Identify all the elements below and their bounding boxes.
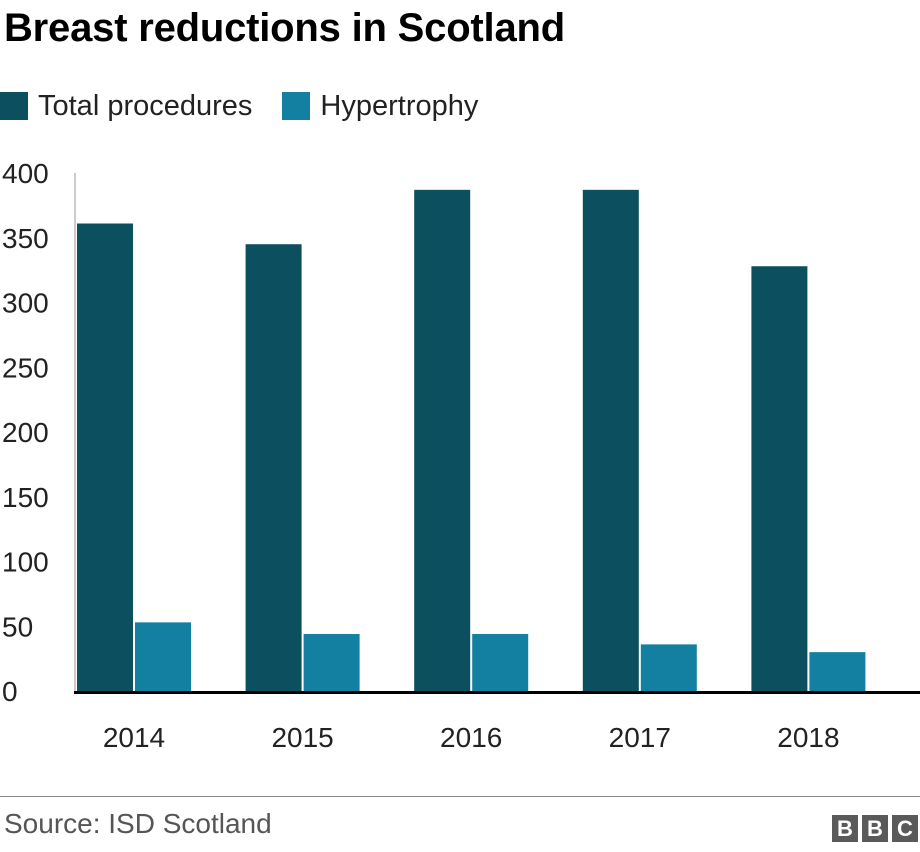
footer-divider [0,796,920,797]
y-tick-label: 100 [2,547,49,578]
x-tick-label: 2014 [103,722,165,753]
legend-label-hypertrophy: Hypertrophy [320,89,479,122]
legend-swatch-total-procedures [0,92,28,120]
chart-title: Breast reductions in Scotland [4,6,565,50]
bars [77,189,866,691]
bbc-logo-letter: C [892,815,918,842]
x-tick-label: 2016 [440,722,502,753]
bar-hypertrophy-2016 [472,634,529,691]
source-note: Source: ISD Scotland [4,808,272,839]
y-tick-label: 150 [2,482,49,513]
bar-hypertrophy-2014 [135,622,191,691]
bbc-logo-letter: B [832,815,858,842]
y-axis-ticks: 0 50 100 150 200 250 300 350 400 [2,158,49,707]
bar-hypertrophy-2018 [809,652,866,691]
x-axis-ticks: 2014 2015 2016 2017 2018 [103,722,840,753]
y-tick-label: 400 [2,158,49,189]
bbc-logo: B B C [828,815,918,842]
bar-total-procedures-2016 [414,189,471,691]
legend-item-total-procedures: Total procedures [0,90,252,123]
bar-hypertrophy-2017 [640,644,697,691]
x-tick-label: 2015 [271,722,333,753]
legend-swatch-hypertrophy [282,92,311,120]
y-tick-label: 250 [2,352,49,383]
y-tick-label: 50 [2,611,33,642]
x-tick-label: 2018 [777,722,839,753]
legend-label-total-procedures: Total procedures [38,89,253,122]
y-tick-label: 0 [2,676,18,707]
y-tick-label: 350 [2,223,49,254]
bar-hypertrophy-2015 [303,634,360,691]
bar-total-procedures-2014 [77,223,133,691]
bar-total-procedures-2018 [751,266,808,691]
y-tick-label: 300 [2,288,49,319]
legend-item-hypertrophy: Hypertrophy [282,90,478,123]
bar-total-procedures-2015 [245,244,302,691]
bbc-logo-letter: B [862,815,888,842]
x-tick-label: 2017 [609,722,671,753]
bar-total-procedures-2017 [582,189,639,691]
y-tick-label: 200 [2,417,49,448]
legend: Total procedures Hypertrophy [0,86,508,126]
